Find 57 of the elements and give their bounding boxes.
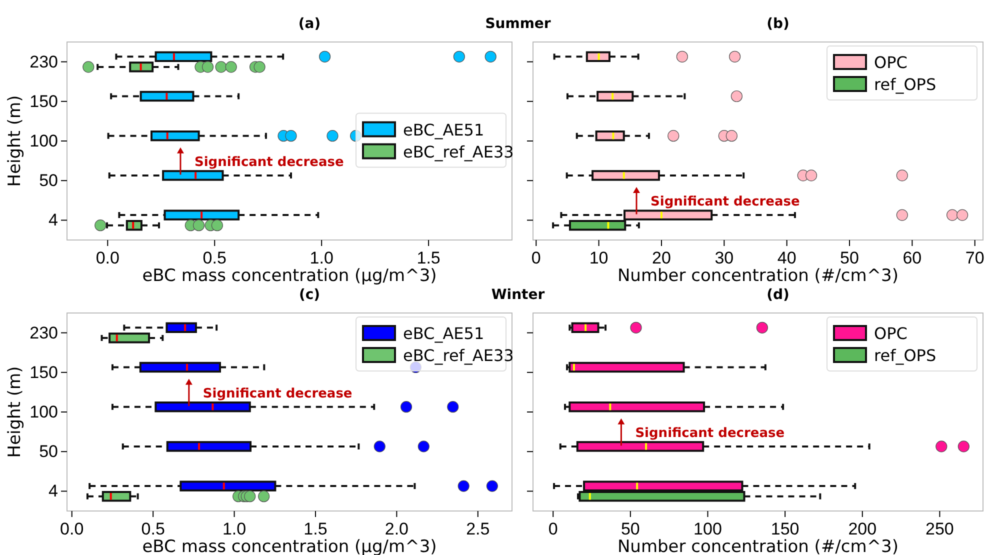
x-tick-label: 150	[770, 519, 800, 538]
annotation: Significant decrease	[635, 426, 785, 442]
y-tick-label: 150	[30, 92, 58, 111]
chart-subtitle: Winter	[491, 287, 545, 303]
x-axis-title: Number concentration (#/cm^3)	[617, 537, 899, 555]
y-axis-title: Height (m)	[5, 366, 25, 458]
x-tick-label: 1.0	[310, 248, 334, 268]
chart-title: (a)	[298, 16, 321, 32]
x-tick-label: 30	[714, 248, 734, 268]
x-tick-label: 0	[548, 519, 558, 538]
x-tick-label: 20	[652, 248, 671, 268]
legend-label: ref_OPS	[874, 75, 936, 94]
x-tick-label: 200	[848, 519, 877, 538]
x-tick-label: 70	[965, 248, 984, 268]
legend-label: eBC_AE51	[403, 324, 484, 343]
x-tick-label: 1.5	[304, 519, 328, 538]
chart-title: (d)	[766, 287, 790, 303]
legend-label: ref_OPS	[874, 346, 936, 365]
y-tick-label: 4	[48, 482, 58, 501]
chart-subtitle: Summer	[485, 16, 551, 32]
y-tick-label: 100	[30, 131, 58, 150]
y-axis-title: Height (m)	[5, 95, 25, 187]
x-tick-label: 40	[777, 248, 796, 268]
x-tick-label: 250	[926, 519, 954, 538]
x-tick-label: 1.0	[222, 519, 246, 538]
x-tick-label: 50	[840, 248, 859, 268]
x-tick-label: 100	[694, 519, 722, 538]
y-tick-label: 50	[39, 442, 58, 462]
x-tick-label: 0.0	[60, 519, 84, 538]
y-tick-label: 230	[30, 323, 58, 342]
x-tick-label: 0	[531, 248, 541, 268]
x-tick-label: 0.5	[202, 248, 226, 268]
x-tick-label: 0.0	[96, 248, 120, 268]
y-tick-label: 230	[30, 52, 58, 72]
x-axis-title: Number concentration (#/cm^3)	[617, 266, 899, 286]
legend-label: eBC_ref_AE33	[403, 142, 514, 162]
legend-label: OPC	[874, 53, 908, 72]
y-tick-label: 100	[30, 402, 58, 422]
y-tick-label: 4	[48, 210, 58, 230]
chart-title: (c)	[298, 287, 320, 303]
x-tick-label: 2.5	[466, 519, 490, 538]
x-tick-label: 60	[902, 248, 922, 268]
y-tick-label: 50	[39, 171, 58, 190]
annotation: Significant decrease	[194, 155, 344, 170]
x-tick-label: 1.5	[416, 248, 440, 268]
legend-label: OPC	[874, 324, 908, 343]
x-tick-label: 2.0	[384, 519, 409, 538]
x-axis-title: eBC mass concentration (μg/m^3)	[142, 266, 437, 286]
legend-label: eBC_ref_AE33	[403, 346, 514, 365]
chart-title: (b)	[766, 16, 790, 32]
legend-label: eBC_AE51	[403, 120, 484, 140]
y-tick-label: 150	[30, 362, 58, 382]
x-tick-label: 0.5	[141, 519, 165, 538]
annotation: Significant decrease	[650, 194, 800, 210]
x-tick-label: 10	[589, 248, 608, 268]
annotation: Significant decrease	[202, 386, 352, 402]
x-tick-label: 50	[620, 519, 640, 538]
